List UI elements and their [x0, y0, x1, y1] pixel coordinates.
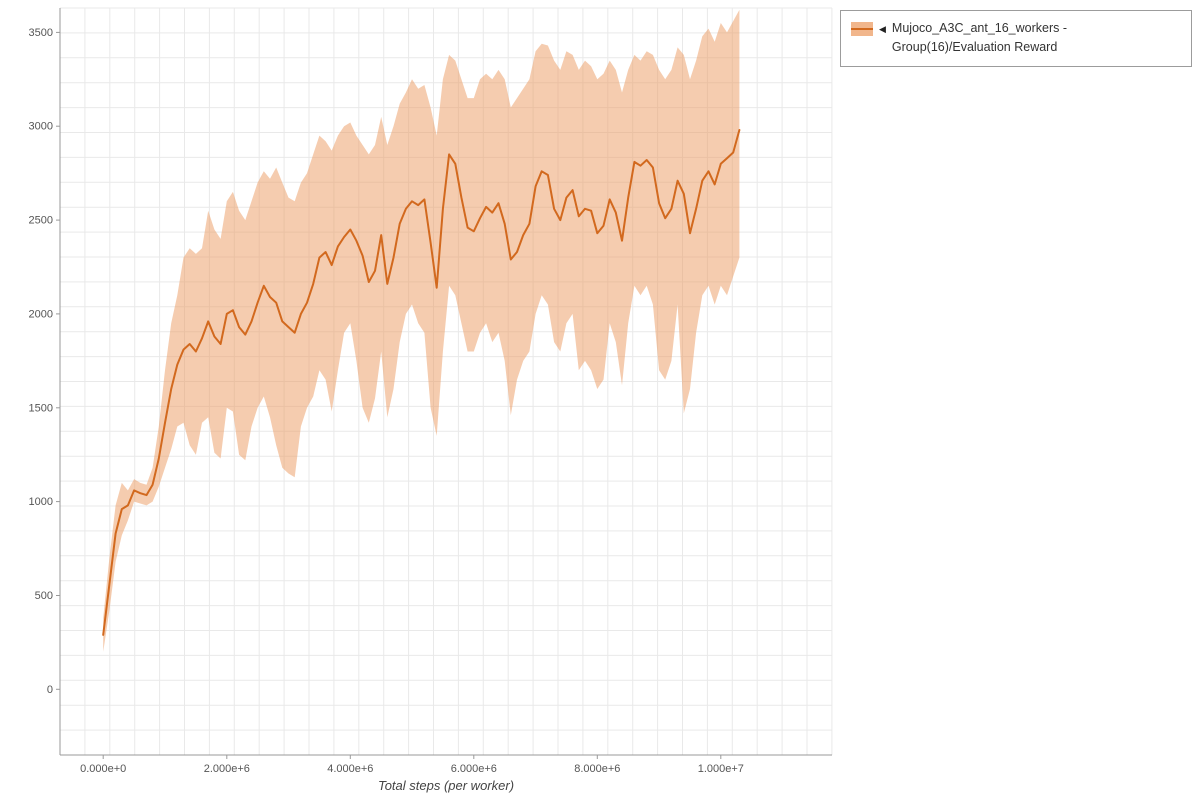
x-tick-label: 4.000e+6 [327, 763, 373, 775]
legend-series-label[interactable]: Mujoco_A3C_ant_16_workers - Group(16)/Ev… [891, 21, 1068, 55]
reward-mean-line [102, 129, 741, 636]
y-tick-label: 3500 [29, 27, 53, 39]
axes-spines [59, 8, 832, 756]
x-axis-label: Total steps (per worker) [377, 778, 515, 793]
y-tick-label: 2500 [29, 215, 53, 227]
y-tick-label: 3000 [29, 121, 53, 133]
y-tick-label: 2000 [29, 308, 53, 320]
legend-series-swatch[interactable] [851, 22, 873, 36]
reward-chart-plot: 0.000e+0 2.000e+6 4.000e+6 6.000e+6 8.000e+6… [29, 7, 833, 775]
legend-collapse-icon[interactable]: ◀ [879, 24, 886, 34]
tick-labels: 0.000e+0 2.000e+6 4.000e+6 6.000e+6 8.000e+6… [29, 27, 744, 775]
legend-swatch-line-icon [851, 28, 873, 30]
tick-marks [56, 31, 722, 759]
x-tick-label: 6.000e+6 [451, 763, 497, 775]
x-tick-label: 0.000e+0 [80, 763, 126, 775]
legend-box: ◀ Mujoco_A3C_ant_16_workers - Group(16)/… [840, 10, 1192, 67]
y-tick-label: 1000 [29, 496, 53, 508]
y-tick-label: 0 [47, 684, 53, 696]
y-tick-label: 1500 [29, 402, 53, 414]
confidence-band [103, 9, 740, 652]
x-tick-label: 8.000e+6 [574, 763, 620, 775]
x-tick-label: 1.000e+7 [698, 763, 744, 775]
grid-lines [59, 7, 833, 756]
y-tick-label: 500 [35, 590, 53, 602]
x-tick-label: 2.000e+6 [204, 763, 250, 775]
